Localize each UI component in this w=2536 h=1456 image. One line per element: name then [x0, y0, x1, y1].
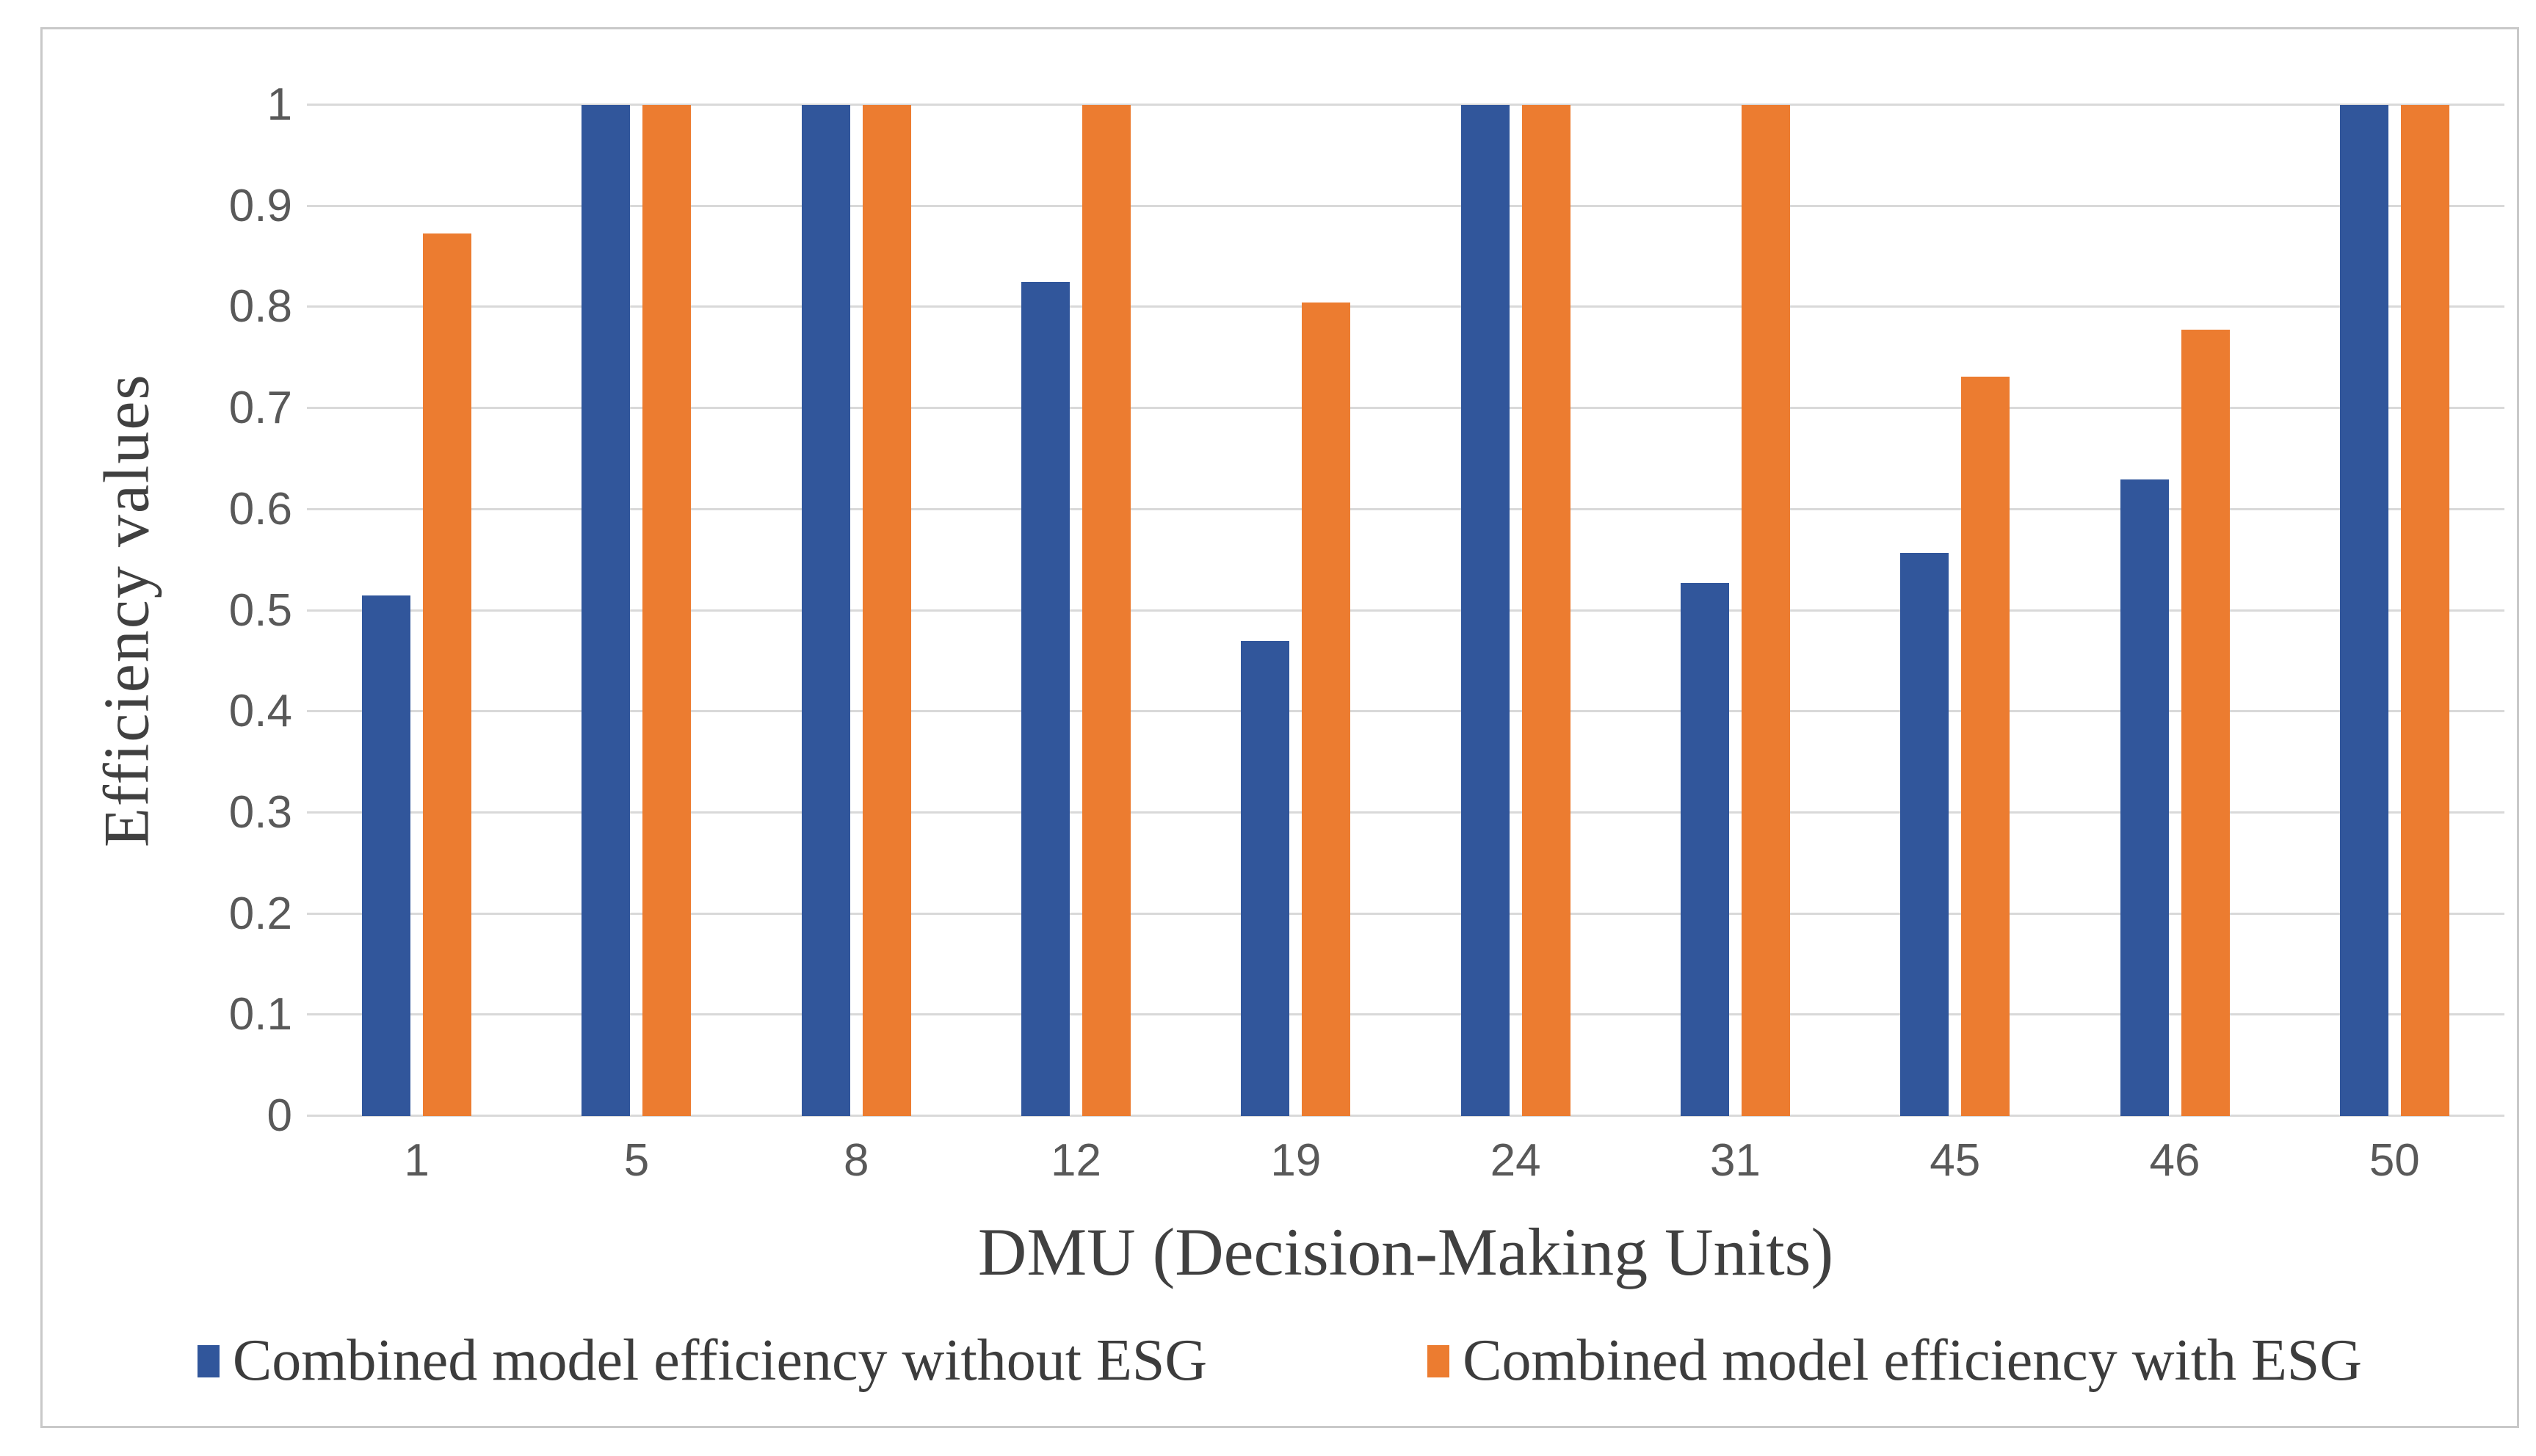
x-tick-label: 24	[1490, 1135, 1541, 1186]
bar	[362, 595, 411, 1116]
bar-group-dmu-46	[2065, 105, 2284, 1116]
legend-item: Combined model efficiency without ESG	[197, 1328, 1208, 1394]
legend-label: Combined model efficiency without ESG	[232, 1328, 1208, 1393]
bar-group-dmu-8	[747, 105, 966, 1116]
legend-item: Combined model efficiency with ESG	[1427, 1328, 2362, 1394]
bar	[1521, 105, 1570, 1116]
gridline	[307, 609, 2504, 612]
y-tick-label: 0.9	[228, 180, 292, 231]
bar	[1241, 640, 1290, 1116]
y-tick-label: 0.6	[228, 483, 292, 535]
legend-marker-icon	[1427, 1344, 1450, 1377]
gridline	[307, 811, 2504, 814]
x-axis-title: DMU (Decision-Making Units)	[977, 1214, 1834, 1289]
bar	[1961, 377, 2010, 1116]
bar	[1082, 105, 1131, 1116]
y-tick-label: 0.1	[228, 989, 292, 1040]
legend-marker-icon	[197, 1344, 220, 1377]
y-tick-label: 0.3	[228, 786, 292, 838]
bar	[801, 105, 850, 1116]
bar-group-dmu-45	[1845, 105, 2065, 1116]
bar	[2181, 329, 2230, 1116]
bar-group-dmu-50	[2285, 105, 2504, 1116]
bar	[1680, 583, 1729, 1116]
x-tick-label: 50	[2369, 1135, 2420, 1186]
bar	[2400, 105, 2449, 1116]
bar-group-dmu-19	[1186, 105, 1405, 1116]
gridline	[307, 710, 2504, 713]
x-tick-label: 5	[623, 1135, 650, 1186]
bar	[423, 233, 472, 1116]
bar	[2339, 105, 2388, 1116]
bar-group-dmu-24	[1405, 105, 1625, 1116]
bar	[2120, 479, 2169, 1116]
y-tick-label: 0.7	[228, 383, 292, 434]
bar	[642, 105, 692, 1116]
y-tick-label: 1	[267, 79, 292, 130]
x-tick-label: 1	[404, 1135, 430, 1186]
gridline	[307, 204, 2504, 207]
x-tick-label: 8	[844, 1135, 869, 1186]
bar	[1302, 302, 1351, 1116]
gridline	[307, 407, 2504, 410]
y-tick-label: 0.2	[228, 888, 292, 939]
bar	[1900, 553, 1949, 1116]
y-tick-label: 0	[267, 1090, 292, 1141]
gridline	[307, 104, 2504, 106]
x-tick-label: 12	[1051, 1135, 1102, 1186]
gridline	[307, 1013, 2504, 1016]
bar-group-dmu-1	[307, 105, 526, 1116]
x-tick-label: 45	[1930, 1135, 1981, 1186]
bar	[1460, 105, 1510, 1116]
bar-group-dmu-12	[966, 105, 1186, 1116]
plot-area	[307, 104, 2504, 1117]
x-axis-ticks: 1 5 8 12 19 24 31 45 46 50	[307, 1134, 2504, 1187]
bar-groups-container	[307, 105, 2504, 1116]
gridline	[307, 912, 2504, 915]
bar	[582, 105, 631, 1116]
x-tick-label: 46	[2149, 1135, 2200, 1186]
y-axis-ticks: 0 0.1 0.2 0.3 0.4 0.5 0.6 0.7 0.8 0.9 1	[72, 82, 292, 1140]
bar	[1741, 105, 1790, 1116]
gridline	[307, 507, 2504, 510]
bar	[1021, 281, 1070, 1116]
y-tick-label: 0.4	[228, 686, 292, 737]
x-tick-label: 31	[1709, 1135, 1761, 1186]
y-tick-label: 0.8	[228, 281, 292, 333]
gridline	[307, 305, 2504, 308]
legend-label: Combined model efficiency with ESG	[1463, 1328, 2363, 1393]
bar	[862, 105, 911, 1116]
bar-group-dmu-5	[526, 105, 746, 1116]
gridline	[307, 1115, 2504, 1117]
chart-figure: Efficiency values 0 0.1 0.2 0.3 0.4 0.5 0.6 0.7…	[40, 27, 2519, 1428]
x-tick-label: 19	[1270, 1135, 1322, 1186]
legend: Combined model efficiency without ESG Com…	[43, 1328, 2517, 1394]
bar-group-dmu-31	[1626, 105, 1845, 1116]
y-tick-label: 0.5	[228, 584, 292, 636]
